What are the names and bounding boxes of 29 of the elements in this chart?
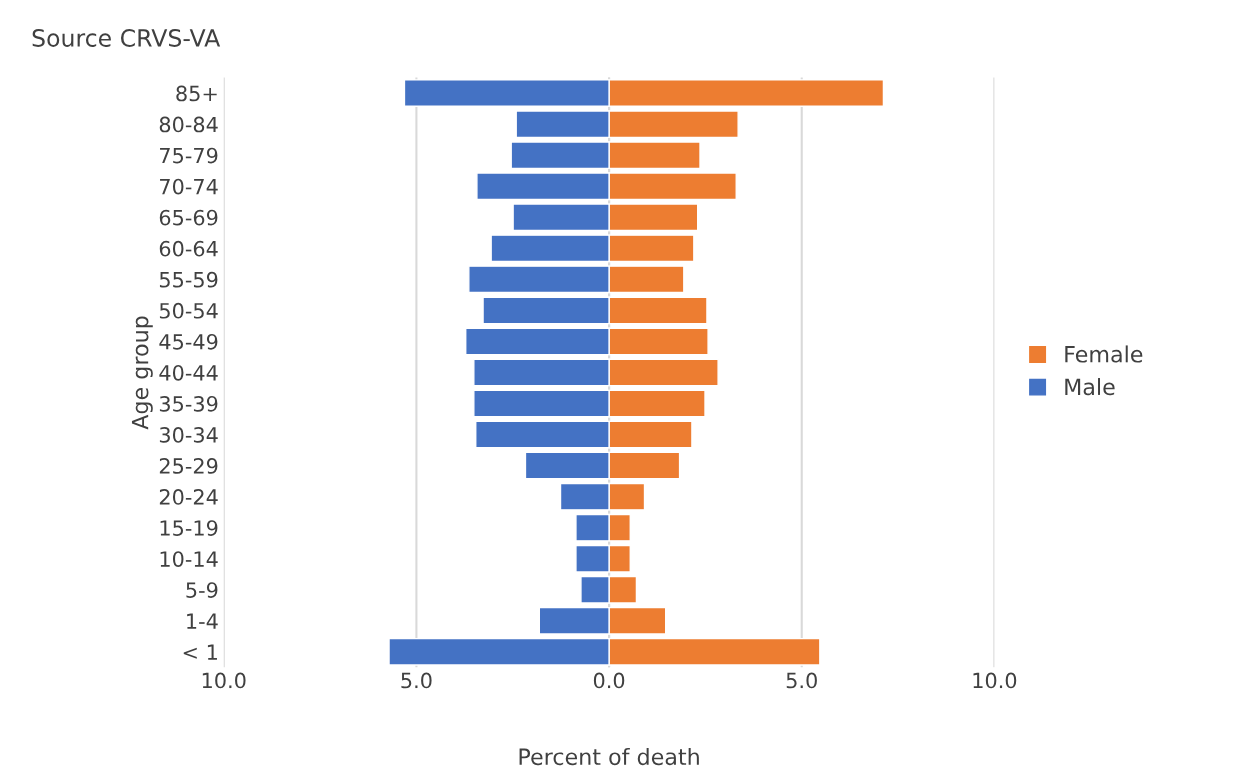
y-tick-label: 20-24 bbox=[159, 489, 218, 505]
y-tick-label: 1-4 bbox=[187, 613, 218, 629]
y-tick-label: 80-84 bbox=[159, 116, 218, 133]
y-tick-label: 60-64 bbox=[159, 240, 218, 257]
x-tick-label: 5.0 bbox=[401, 672, 432, 689]
y-tick-label: < 1 bbox=[183, 644, 217, 660]
y-axis-title: Age group bbox=[131, 316, 153, 430]
y-tick-label: 65-69 bbox=[159, 209, 218, 226]
legend-label: Male bbox=[1065, 378, 1115, 396]
y-tick-label: 15-19 bbox=[160, 520, 218, 536]
y-tick-label: 50-54 bbox=[159, 302, 218, 319]
y-tick-label: 5-9 bbox=[186, 582, 218, 598]
y-tick-label: 75-79 bbox=[160, 147, 218, 164]
legend-label: Female bbox=[1065, 345, 1143, 363]
chart-title: Source CRVS-VA bbox=[32, 29, 221, 47]
y-tick-label: 85+ bbox=[176, 85, 217, 102]
y-tick-label: 70-74 bbox=[160, 178, 218, 195]
y-tick-label: 25-29 bbox=[159, 458, 218, 474]
y-tick-label: 30-34 bbox=[159, 427, 218, 443]
x-axis-title: Percent of death bbox=[519, 747, 699, 766]
x-tick-label: 0.0 bbox=[593, 672, 625, 689]
y-tick-label: 10-14 bbox=[160, 551, 218, 567]
y-tick-label: 35-39 bbox=[159, 395, 218, 412]
x-tick-label: 10.0 bbox=[202, 672, 246, 689]
x-tick-label: 10.0 bbox=[973, 672, 1017, 689]
y-tick-label: 40-44 bbox=[159, 364, 218, 381]
x-tick-label: 5.0 bbox=[786, 672, 817, 689]
y-tick-label: 45-49 bbox=[159, 333, 218, 350]
y-tick-label: 55-59 bbox=[159, 271, 218, 288]
